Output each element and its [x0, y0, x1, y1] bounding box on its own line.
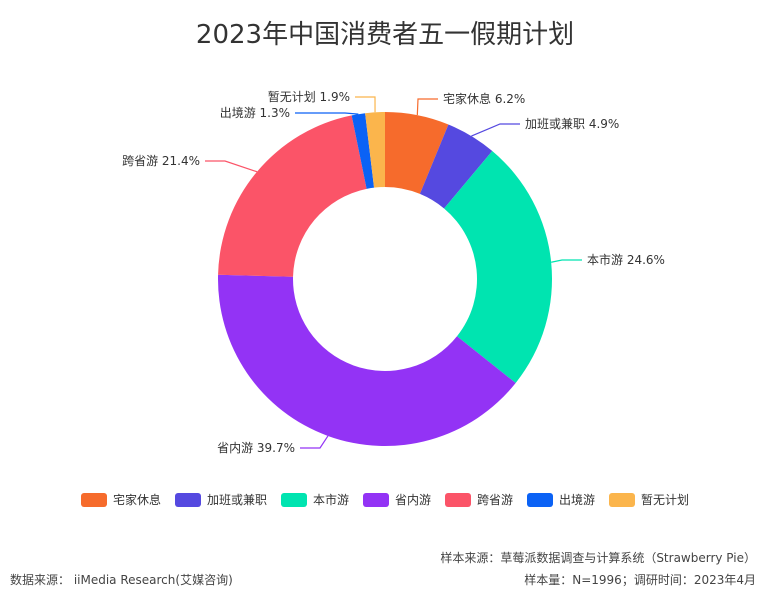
- sample-source: 样本来源：草莓派数据调查与计算系统（Strawberry Pie）: [440, 551, 756, 565]
- data-label-1: 加班或兼职 4.9%: [525, 117, 619, 131]
- data-label-5: 出境游 1.3%: [220, 105, 290, 120]
- data-source: 数据来源： iiMedia Research(艾媒咨询): [10, 573, 233, 587]
- legend-label: 宅家休息: [112, 493, 161, 507]
- data-label-3: 省内游 39.7%: [217, 441, 295, 455]
- leader-line-5: [295, 112, 359, 115]
- slice-1[interactable]: [419, 124, 493, 209]
- leader-line-1: [471, 123, 520, 137]
- leader-line-6: [355, 96, 376, 113]
- legend-label: 省内游: [394, 493, 431, 507]
- legend-swatch: [362, 492, 389, 507]
- legend-item-1[interactable]: 加班或兼职: [174, 491, 267, 508]
- legend-item-0[interactable]: 宅家休息: [80, 491, 161, 508]
- legend-item-4[interactable]: 跨省游: [445, 491, 513, 508]
- legend-swatch: [80, 492, 107, 507]
- legend-swatch: [609, 492, 636, 507]
- sample-size: 样本量：N=1996；调研时间：2023年4月: [524, 573, 756, 587]
- leader-line-3: [300, 435, 329, 449]
- slice-0[interactable]: [385, 112, 449, 194]
- slice-3[interactable]: [218, 274, 516, 447]
- legend-label: 暂无计划: [641, 493, 690, 507]
- legend-label: 加班或兼职: [206, 493, 267, 507]
- data-label-0: 宅家休息 6.2%: [443, 91, 525, 106]
- legend-label: 跨省游: [477, 493, 514, 507]
- legend-item-2[interactable]: 本市游: [280, 491, 349, 508]
- legend-item-6[interactable]: 暂无计划: [609, 491, 689, 508]
- legend-label: 本市游: [312, 493, 349, 507]
- slice-2[interactable]: [444, 150, 552, 384]
- legend-item-5[interactable]: 出境游: [527, 491, 595, 508]
- legend-swatch: [445, 492, 471, 507]
- legend-item-3[interactable]: 省内游: [362, 491, 431, 508]
- legend-swatch: [527, 492, 554, 507]
- data-label-4: 跨省游 21.4%: [122, 154, 200, 168]
- legend-label: 出境游: [559, 493, 596, 507]
- legend-swatch: [174, 492, 201, 507]
- leader-line-4: [205, 160, 258, 173]
- leader-line-0: [416, 98, 438, 116]
- legend-swatch: [280, 492, 307, 507]
- leader-line-2: [551, 259, 582, 263]
- slice-6[interactable]: [365, 112, 385, 188]
- chart-title: 2023年中国消费者五一假期计划: [195, 20, 575, 50]
- data-label-2: 本市游 24.6%: [587, 252, 665, 267]
- slice-4[interactable]: [218, 115, 367, 277]
- slice-5[interactable]: [351, 113, 375, 189]
- data-label-6: 暂无计划 1.9%: [268, 90, 350, 104]
- legend: 宅家休息 加班或兼职 本市游 省内游 跨省游 出境游 暂无计划: [0, 491, 770, 508]
